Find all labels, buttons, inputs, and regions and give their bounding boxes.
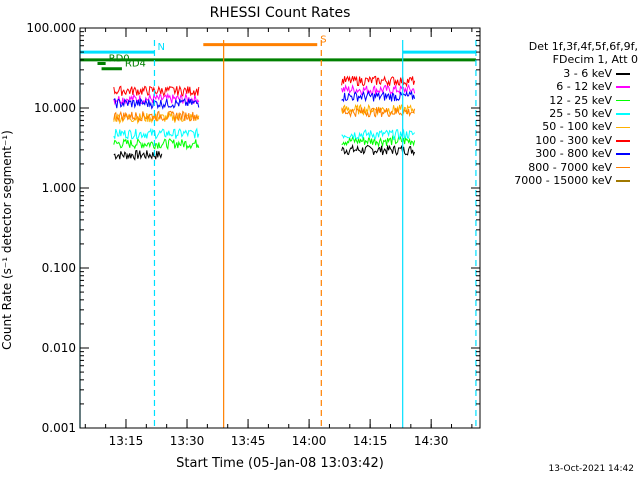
legend-label: 7000 - 15000 keV [514, 173, 612, 187]
y-axis: 0.001 0.010 0.100 1.000 10.000 100.000 [26, 21, 480, 435]
series-trace [341, 107, 416, 119]
legend-label: 300 - 800 keV [535, 147, 612, 161]
y-tick-label: 0.100 [42, 261, 76, 275]
y-tick-label: 1.000 [42, 181, 76, 195]
y-axis-label: Count Rate (s⁻¹ detector segment⁻¹) [0, 130, 14, 350]
x-axis: 13:15 13:30 13:45 14:00 14:15 14:30 [84, 28, 473, 448]
legend-entry: 100 - 300 keV [498, 134, 638, 147]
legend-label: 800 - 7000 keV [528, 160, 612, 174]
legend-swatch [616, 180, 630, 182]
legend-entry: 300 - 800 keV [498, 147, 638, 160]
legend-entry: 25 - 50 keV [498, 107, 638, 120]
timestamp: 13-Oct-2021 14:42 [548, 464, 634, 474]
legend-entry: 7000 - 15000 keV [498, 174, 638, 187]
series-trace [341, 143, 416, 157]
series-trace [113, 85, 200, 98]
legend-label: 3 - 6 keV [563, 66, 612, 80]
series-trace [113, 137, 200, 151]
legend-label: 12 - 25 keV [549, 93, 612, 107]
legend-entry: 3 - 6 keV [498, 67, 638, 80]
legend-entry: 12 - 25 keV [498, 94, 638, 107]
legend-swatch [616, 126, 630, 129]
x-tick-label: 14:00 [292, 434, 327, 448]
legend-entry: 800 - 7000 keV [498, 161, 638, 174]
y-tick-label: 0.001 [42, 421, 76, 435]
legend-title-1: Det 1f,3f,4f,5f,6f,9f, [528, 40, 638, 53]
legend-swatch [616, 86, 630, 88]
flag-label: S [320, 35, 326, 46]
legend-entry: 50 - 100 keV [498, 120, 638, 133]
legend-entry: 6 - 12 keV [498, 80, 638, 93]
plot-frame [79, 27, 481, 429]
legend: Det 1f,3f,4f,5f,6f,9f, FDecim 1, Att 0 3… [498, 40, 638, 187]
legend-label: 100 - 300 keV [535, 133, 612, 147]
legend-title-2: FDecim 1, Att 0 [552, 53, 638, 67]
chart-title: RHESSI Count Rates [210, 5, 351, 21]
series-trace [113, 97, 200, 110]
series-trace [113, 127, 200, 140]
x-tick-label: 13:30 [170, 434, 205, 448]
flag-label: RD0 [109, 53, 130, 64]
flag-label: N [157, 42, 164, 53]
legend-swatch [616, 113, 630, 115]
legend-swatch [616, 99, 630, 102]
flag-label: RD4 [125, 59, 146, 70]
series-trace [341, 90, 416, 103]
x-tick-label: 13:15 [109, 434, 144, 448]
y-tick-label: 0.010 [42, 341, 76, 355]
x-tick-label: 14:30 [414, 434, 449, 448]
x-axis-label: Start Time (05-Jan-08 13:03:42) [176, 456, 384, 471]
legend-swatch [616, 153, 630, 155]
series-traces [113, 75, 416, 161]
legend-swatch [616, 166, 630, 169]
interval-lines [79, 40, 477, 428]
y-tick-label: 10.000 [34, 101, 76, 115]
x-tick-label: 14:15 [353, 434, 388, 448]
series-trace [113, 110, 200, 123]
legend-label: 50 - 100 keV [542, 120, 612, 134]
series-trace [113, 149, 163, 161]
x-tick-label: 13:45 [231, 434, 266, 448]
y-tick-label: 100.000 [26, 21, 76, 35]
legend-swatch [616, 73, 630, 75]
legend-label: 25 - 50 keV [549, 106, 612, 120]
legend-swatch [616, 140, 630, 142]
legend-label: 6 - 12 keV [556, 80, 612, 94]
